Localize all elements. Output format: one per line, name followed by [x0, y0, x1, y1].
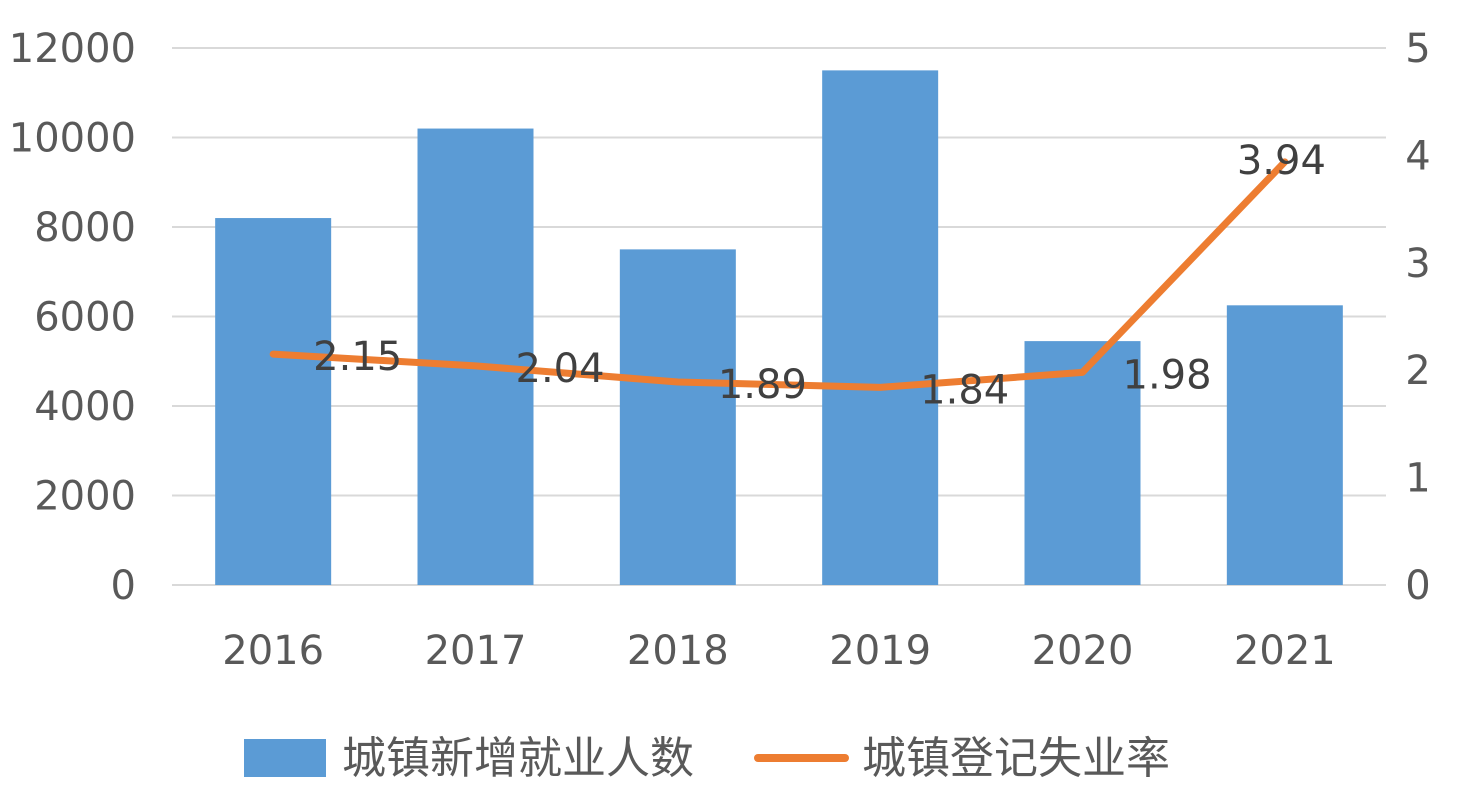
data-label: 2.04	[516, 346, 605, 392]
left-axis-ticks: 0 2000 4000 6000 8000 10000 12000	[9, 26, 136, 609]
data-label: 2.15	[313, 334, 402, 380]
left-tick-label: 12000	[9, 26, 136, 72]
left-tick-label: 8000	[34, 205, 136, 251]
right-tick-label: 1	[1405, 456, 1430, 502]
left-tick-label: 4000	[34, 384, 136, 430]
bar	[215, 218, 332, 586]
left-tick-label: 2000	[34, 474, 136, 520]
x-axis-ticks: 2016 2017 2018 2019 2020 2021	[222, 628, 1335, 674]
right-tick-label: 4	[1405, 133, 1430, 179]
line-series	[269, 158, 1289, 391]
line-data-labels: 2.15 2.04 1.89 1.84 1.98 3.94	[313, 138, 1326, 414]
right-axis-ticks: 0 1 2 3 4 5	[1405, 26, 1430, 609]
data-label: 1.84	[920, 367, 1009, 413]
bar	[619, 249, 736, 585]
left-tick-label: 10000	[9, 116, 136, 162]
x-tick-label: 2017	[425, 628, 527, 674]
data-label: 1.98	[1123, 352, 1212, 398]
bar	[1024, 341, 1141, 585]
right-tick-label: 0	[1405, 563, 1430, 609]
x-tick-label: 2021	[1234, 628, 1336, 674]
bar	[1226, 305, 1343, 585]
right-tick-label: 5	[1405, 26, 1430, 72]
bar	[417, 128, 534, 586]
x-tick-label: 2020	[1032, 628, 1134, 674]
left-tick-label: 0	[111, 563, 136, 609]
bar	[822, 70, 939, 585]
x-tick-label: 2018	[627, 628, 729, 674]
data-label: 3.94	[1237, 138, 1326, 184]
legend-label-bar: 城镇新增就业人数	[342, 733, 694, 784]
left-tick-label: 6000	[34, 295, 136, 341]
legend-label-line: 城镇登记失业率	[862, 733, 1170, 784]
series-line	[269, 158, 1289, 391]
x-tick-label: 2019	[829, 628, 931, 674]
legend: 城镇新增就业人数 城镇登记失业率	[244, 733, 1170, 784]
right-tick-label: 2	[1405, 348, 1430, 394]
gridlines	[172, 47, 1386, 586]
x-tick-label: 2016	[222, 628, 324, 674]
legend-swatch-bar	[244, 739, 326, 777]
right-tick-label: 3	[1405, 241, 1430, 287]
bar-series	[215, 70, 1343, 586]
data-label: 1.89	[718, 362, 807, 408]
